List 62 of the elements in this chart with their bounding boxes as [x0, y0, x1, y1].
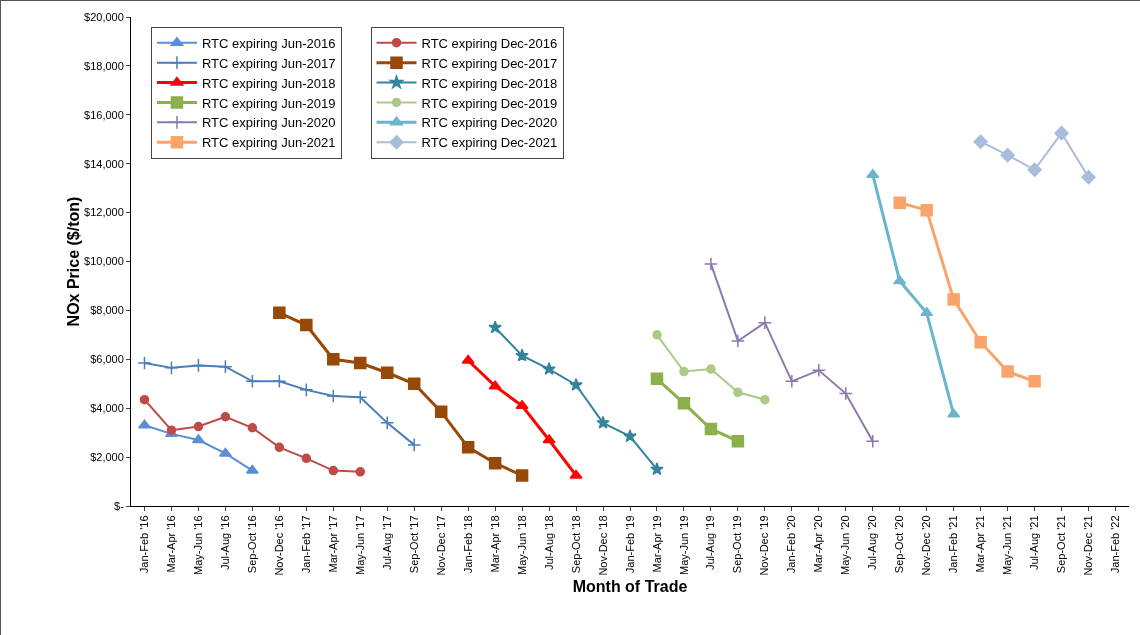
- x-tick-label: May-Jun '20: [839, 515, 852, 575]
- y-tick-label: $4,000: [90, 402, 124, 415]
- y-tick-label: $16,000: [84, 108, 124, 121]
- x-tick-label: Jan-Feb '19: [623, 515, 636, 574]
- legend-label: RTC expiring Jun-2021: [201, 135, 336, 151]
- y-tick-label: $6,000: [90, 353, 124, 366]
- x-tick-label: Jul-Aug '18: [542, 515, 555, 571]
- x-tick-label: Sep-Oct '16: [245, 515, 258, 574]
- legend-label: RTC expiring Dec-2018: [421, 75, 558, 91]
- legend-label: RTC expiring Jun-2020: [201, 115, 336, 131]
- x-tick-label: May-Jun '19: [677, 515, 690, 575]
- x-tick-label: Jan-Feb '21: [947, 515, 960, 574]
- x-tick-label: Mar-Apr '20: [812, 515, 825, 573]
- x-tick-label: Nov-Dec '18: [596, 515, 609, 576]
- x-tick-label: Jan-Feb '17: [299, 515, 312, 574]
- x-tick-label: Jan-Feb '16: [138, 515, 151, 574]
- y-tick-label: $20,000: [84, 10, 124, 23]
- legend-label: RTC expiring Dec-2017: [421, 55, 558, 71]
- x-tick-label: Jan-Feb '22: [1109, 515, 1122, 574]
- x-tick-label: May-Jun '17: [353, 515, 366, 575]
- legend-label: RTC expiring Dec-2020: [421, 115, 558, 131]
- x-tick-label: May-Jun '16: [192, 515, 204, 575]
- y-tick-label: $10,000: [84, 255, 124, 268]
- x-tick-label: Nov-Dec '21: [1082, 515, 1095, 576]
- y-tick-label: $12,000: [84, 206, 124, 219]
- x-tick-label: Mar-Apr '19: [650, 515, 663, 573]
- x-tick-label: Nov-Dec '20: [920, 515, 933, 576]
- x-tick-label: Mar-Apr '16: [165, 515, 178, 573]
- x-tick-label: May-Jun '21: [1001, 515, 1014, 575]
- y-tick-label: $2,000: [90, 450, 124, 463]
- y-tick-label: $14,000: [84, 157, 124, 170]
- legend-label: RTC expiring Jun-2019: [201, 95, 336, 111]
- x-tick-label: Sep-Oct '18: [569, 515, 582, 574]
- x-tick-label: Nov-Dec '19: [758, 515, 771, 576]
- legend-label: RTC expiring Dec-2021: [421, 135, 558, 151]
- x-tick-label: Jul-Aug '16: [218, 515, 231, 571]
- x-tick-label: May-Jun '18: [515, 515, 528, 575]
- legend-label: RTC expiring Jun-2017: [201, 55, 336, 71]
- x-tick-label: Sep-Oct '17: [407, 515, 420, 574]
- x-tick-label: Sep-Oct '20: [893, 515, 906, 574]
- y-tick-label: $8,000: [90, 304, 124, 317]
- x-tick-label: Jan-Feb '18: [461, 515, 474, 574]
- x-tick-label: Sep-Oct '21: [1055, 515, 1068, 574]
- x-tick-label: Nov-Dec '16: [272, 515, 285, 576]
- x-tick-label: Sep-Oct '19: [731, 515, 744, 574]
- x-tick-label: Jul-Aug '21: [1028, 515, 1041, 571]
- y-tick-label: $-: [114, 499, 125, 512]
- x-tick-label: Mar-Apr '21: [974, 515, 987, 573]
- y-tick-label: $18,000: [84, 59, 124, 72]
- legend-label: RTC expiring Jun-2018: [201, 75, 336, 91]
- legend-label: RTC expiring Dec-2016: [421, 35, 558, 51]
- y-axis-title: NOx Price ($/ton): [65, 196, 83, 327]
- x-axis-title: Month of Trade: [572, 577, 688, 595]
- x-tick-label: Jan-Feb '20: [785, 515, 798, 574]
- x-tick-label: Jul-Aug '20: [866, 515, 879, 571]
- x-tick-label: Jul-Aug '19: [704, 515, 717, 571]
- x-tick-label: Jul-Aug '17: [380, 515, 393, 571]
- x-tick-label: Nov-Dec '17: [434, 515, 447, 576]
- legend-label: RTC expiring Dec-2019: [421, 95, 558, 111]
- x-tick-label: Mar-Apr '18: [488, 515, 501, 573]
- x-tick-label: Mar-Apr '17: [326, 515, 339, 573]
- legend-label: RTC expiring Jun-2016: [201, 35, 336, 51]
